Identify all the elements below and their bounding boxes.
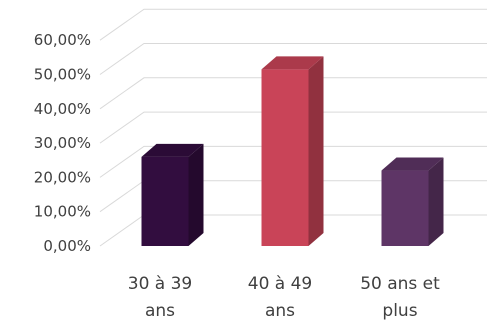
bar (141, 143, 204, 246)
x-axis-category-labels: 30 à 39 ans 40 à 49 ans 50 ans et plus (128, 274, 440, 321)
bar-side (428, 157, 444, 246)
y-axis-tick-labels: 0,00% 10,00% 20,00% 30,00% 40,00% 50,00% 60,00… (34, 31, 91, 255)
bar-front (141, 156, 189, 246)
x-category-label: 40 à 49 (248, 274, 313, 294)
gridline (99, 77, 487, 110)
bar-top (141, 143, 204, 157)
bar-side (188, 143, 204, 246)
y-tick-label: 0,00% (43, 237, 91, 255)
x-category-label: ans (145, 301, 175, 321)
y-tick-label: 20,00% (34, 168, 91, 186)
x-category-label: ans (265, 301, 295, 321)
gridline (99, 43, 487, 75)
y-tick-label: 30,00% (34, 134, 91, 152)
gridline (99, 111, 487, 144)
bar-top (381, 157, 444, 171)
gridline (99, 8, 487, 41)
bar-side (308, 56, 324, 247)
y-tick-label: 60,00% (34, 31, 91, 49)
gridline (99, 145, 487, 178)
x-category-label: plus (382, 301, 417, 321)
grid-lines (99, 8, 487, 247)
y-tick-label: 40,00% (34, 100, 91, 118)
y-tick-label: 50,00% (34, 66, 91, 84)
x-category-label: 30 à 39 (128, 274, 193, 294)
bar-front (261, 69, 309, 246)
bar-top (261, 56, 324, 70)
bar-front (381, 170, 429, 246)
x-category-label: 50 ans et (360, 274, 440, 294)
y-tick-label: 10,00% (34, 203, 91, 221)
bar (261, 56, 324, 247)
bars (141, 56, 444, 247)
bar (381, 157, 444, 246)
